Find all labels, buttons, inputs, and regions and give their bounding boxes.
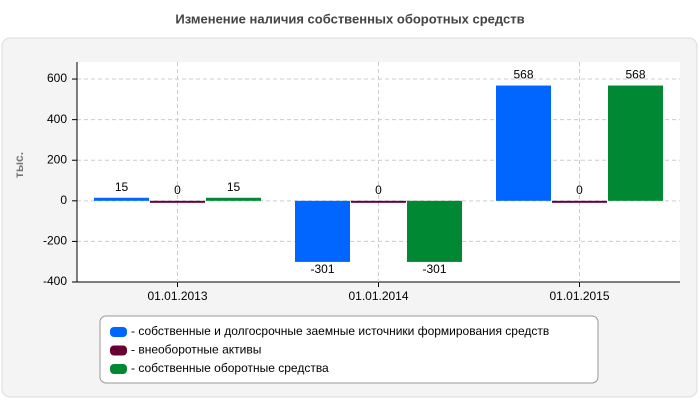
bar xyxy=(608,85,663,201)
bar xyxy=(206,197,261,201)
bar xyxy=(150,200,205,203)
y-tick-label: 200 xyxy=(47,152,67,166)
y-tick-label: -200 xyxy=(43,234,67,248)
value-label: 15 xyxy=(227,180,241,194)
x-tick-label: 01.01.2014 xyxy=(348,289,408,303)
value-label: 568 xyxy=(625,68,645,82)
bar xyxy=(496,85,551,201)
x-tick-label: 01.01.2015 xyxy=(549,289,609,303)
bar xyxy=(94,197,149,201)
value-label: 0 xyxy=(174,183,181,197)
bar xyxy=(351,200,406,203)
value-label: 0 xyxy=(576,183,583,197)
legend-label: - внеоборотные активы xyxy=(131,343,261,357)
legend xyxy=(99,315,599,384)
plot-area xyxy=(77,62,680,282)
value-label: 0 xyxy=(375,183,382,197)
legend-label: - собственные оборотные средства xyxy=(131,361,329,375)
value-label: 15 xyxy=(115,180,129,194)
legend-swatch xyxy=(110,364,127,374)
value-label: 568 xyxy=(513,68,533,82)
chart-title: Изменение наличия собственных оборотных … xyxy=(175,11,524,26)
y-tick-label: 0 xyxy=(60,193,67,207)
y-axis-label: тыс. xyxy=(12,152,26,178)
legend-label: - собственные и долгосрочные заемные ист… xyxy=(131,324,549,338)
legend-swatch xyxy=(110,327,127,337)
y-tick-label: 600 xyxy=(47,71,67,85)
value-label: -301 xyxy=(422,262,446,276)
bar xyxy=(407,200,462,262)
x-tick-label: 01.01.2013 xyxy=(147,289,207,303)
bar xyxy=(295,200,350,262)
y-tick-label: -400 xyxy=(43,274,67,288)
bar xyxy=(552,200,607,203)
value-label: -301 xyxy=(310,262,334,276)
y-tick-label: 400 xyxy=(47,112,67,126)
legend-swatch xyxy=(110,345,127,356)
